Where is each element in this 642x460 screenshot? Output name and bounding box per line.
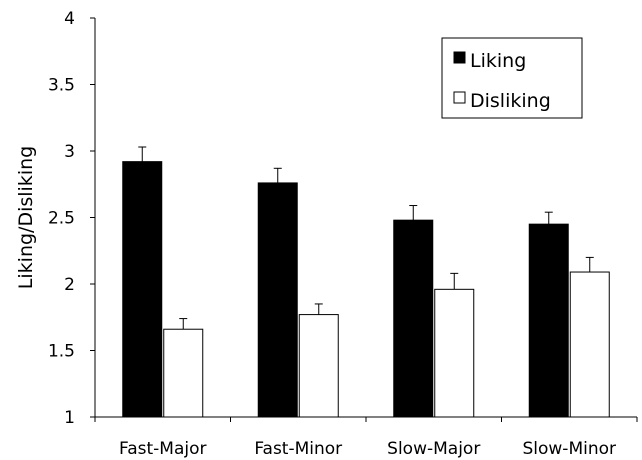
legend-swatch-disliking bbox=[453, 91, 466, 104]
y-axis-title: Liking/Disliking bbox=[15, 146, 37, 289]
bar-disliking-fast-major bbox=[163, 328, 204, 418]
legend-swatch-liking bbox=[453, 51, 466, 64]
y-tick-label: 1.5 bbox=[48, 342, 75, 362]
bar-liking-slow-minor bbox=[528, 223, 569, 418]
x-tick-label: Fast-Major bbox=[119, 439, 207, 459]
bar-liking-fast-major bbox=[122, 161, 163, 418]
bar-liking-fast-minor bbox=[257, 182, 298, 418]
y-tick-label: 3.5 bbox=[48, 76, 75, 96]
bar-disliking-slow-major bbox=[434, 288, 475, 418]
bars bbox=[122, 146, 610, 418]
bar-disliking-fast-minor bbox=[298, 314, 339, 418]
x-tick-label: Slow-Major bbox=[387, 439, 480, 459]
legend: Liking Disliking bbox=[441, 37, 583, 119]
y-axis: 1 1.5 2 2.5 3 3.5 4 bbox=[48, 9, 96, 428]
bar-disliking-slow-minor bbox=[569, 271, 610, 418]
legend-label-disliking: Disliking bbox=[470, 90, 551, 112]
x-axis: Fast-Major Fast-Minor Slow-Major Slow-Minor bbox=[94, 416, 638, 459]
bar-liking-slow-major bbox=[393, 219, 434, 418]
x-tick-label: Slow-Minor bbox=[522, 439, 616, 459]
y-tick-label: 3 bbox=[64, 142, 75, 162]
x-tick-label: Fast-Minor bbox=[254, 439, 342, 459]
y-tick-label: 2 bbox=[64, 275, 75, 295]
legend-frame bbox=[441, 37, 583, 119]
y-tick-label: 2.5 bbox=[48, 209, 75, 229]
legend-label-liking: Liking bbox=[470, 50, 526, 72]
y-tick-label: 4 bbox=[64, 9, 75, 29]
y-tick-label: 1 bbox=[64, 408, 75, 428]
